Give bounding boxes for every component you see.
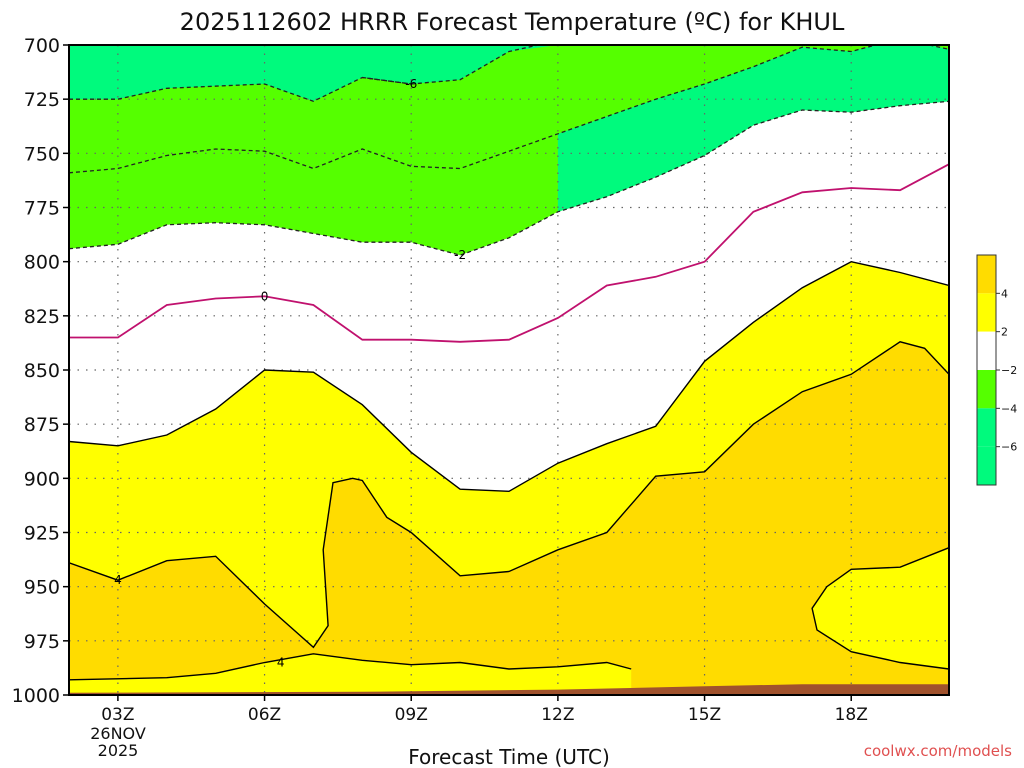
contour-label: 0 <box>261 289 269 303</box>
fill-band-upper-right <box>557 45 949 212</box>
plot-area <box>69 45 949 695</box>
y-tick-label: 875 <box>24 414 60 436</box>
legend-swatch <box>977 446 996 485</box>
contour-plus4-surface <box>69 653 632 681</box>
y-tick-label: 750 <box>24 143 60 165</box>
x-tick-label: 09Z <box>395 705 428 725</box>
contour-label: 4 <box>114 573 122 587</box>
contour-minus2 <box>69 100 949 256</box>
ground-below-surface <box>69 684 949 695</box>
y-tick-label: 800 <box>24 252 60 274</box>
y-tick-label: 775 <box>24 198 60 220</box>
x-tick-label: 12Z <box>541 705 574 725</box>
fill-band-above-4 <box>69 341 949 695</box>
legend-label: 4 <box>1001 287 1008 300</box>
contour-plus4-pocket <box>811 547 949 670</box>
legend-swatch <box>977 370 996 409</box>
legend-swatch <box>977 331 996 370</box>
y-tick-label: 850 <box>24 360 60 382</box>
color-legend: 4 2 −2 −4 −6 <box>976 254 1017 486</box>
legend-swatch <box>977 255 996 294</box>
contour-label: 4 <box>277 656 285 670</box>
x-tick-label: 03Z <box>101 705 134 725</box>
contour-plus4 <box>69 341 949 649</box>
legend-label: −6 <box>1001 441 1017 454</box>
legend-swatch <box>977 408 996 447</box>
x-tick-label: 15Z <box>688 705 721 725</box>
y-tick-label: 925 <box>24 523 60 545</box>
y-tick-label: 825 <box>24 306 60 328</box>
date-label-day: 26NOV <box>90 724 146 743</box>
contour-minus4 <box>69 45 949 174</box>
fill-pocket-2-to-4 <box>812 547 949 669</box>
y-tick-label: 900 <box>24 468 60 490</box>
y-tick-label: 1000 <box>12 685 60 707</box>
contour-minus6 <box>69 76 412 103</box>
chart-title: 2025112602 HRRR Forecast Temperature (ºC… <box>180 8 845 36</box>
legend-label: 2 <box>1001 326 1008 339</box>
fill-band-below-minus6 <box>69 45 558 102</box>
y-tick-label: 975 <box>24 631 60 653</box>
contour-label: -6 <box>405 77 417 91</box>
legend-label: −4 <box>1001 402 1017 415</box>
credit-text[interactable]: coolwx.com/models <box>864 742 1012 760</box>
x-tick-label: 18Z <box>835 705 868 725</box>
contour-label: -2 <box>454 248 466 262</box>
contour-minus6-top <box>362 45 542 85</box>
contour-zero <box>69 163 949 343</box>
y-tick-label: 700 <box>24 35 60 57</box>
legend-label: −2 <box>1001 364 1017 377</box>
x-tick-label: 06Z <box>248 705 281 725</box>
y-tick-label: 950 <box>24 577 60 599</box>
fill-surface-band <box>69 653 632 695</box>
legend-swatch <box>977 293 996 332</box>
date-label-year: 2025 <box>98 741 139 760</box>
y-tick-label: 725 <box>24 89 60 111</box>
contour-plus2 <box>69 260 949 493</box>
x-axis-label: Forecast Time (UTC) <box>408 745 610 768</box>
